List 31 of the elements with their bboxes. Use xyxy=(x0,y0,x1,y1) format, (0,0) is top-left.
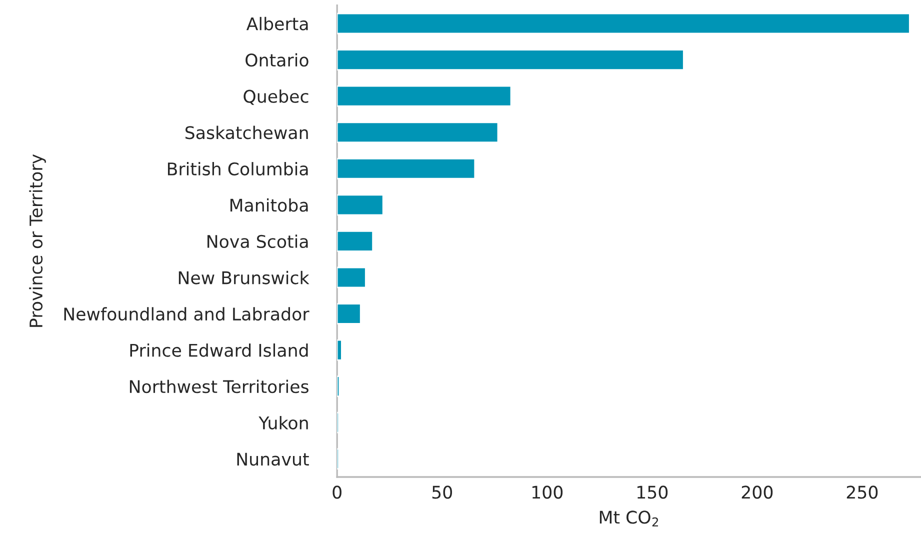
y-tick-label: Yukon xyxy=(258,416,308,430)
x-tick-label: 0 xyxy=(332,486,342,499)
y-tick-label: Alberta xyxy=(246,16,308,30)
y-tick-label: Quebec xyxy=(244,89,308,105)
x-tick-label: 100 xyxy=(532,486,563,499)
bar xyxy=(337,194,384,216)
bar xyxy=(337,230,374,252)
y-tick-label: Nova Scotia xyxy=(208,234,308,248)
bar xyxy=(337,49,684,70)
y-tick-label: Newfoundland and Labrador xyxy=(64,307,310,321)
bar xyxy=(337,266,366,288)
x-tick-label: 150 xyxy=(637,486,668,499)
bar xyxy=(337,85,512,107)
bar xyxy=(337,339,342,361)
bar xyxy=(337,122,499,144)
x-axis-title: Mt CO$_{2}$ xyxy=(600,510,658,526)
y-tick-label: Ontario xyxy=(246,53,308,67)
y-axis-title: Province or Territory xyxy=(29,154,46,327)
y-tick-label: Northwest Territories xyxy=(130,380,308,394)
bar xyxy=(337,12,910,34)
y-tick-label: Saskatchewan xyxy=(185,126,308,140)
y-tick-label: Prince Edward Island xyxy=(130,343,308,357)
bar xyxy=(337,303,362,324)
y-tick-label: British Columbia xyxy=(168,162,308,176)
y-tick-label: Manitoba xyxy=(230,198,308,212)
x-tick-label: 50 xyxy=(432,486,452,499)
y-tick-label: Nunavut xyxy=(237,452,309,466)
x-tick-label: 250 xyxy=(846,486,878,499)
bar xyxy=(337,158,476,180)
y-tick-label: New Brunswick xyxy=(178,270,310,284)
x-tick-label: 200 xyxy=(742,486,773,499)
